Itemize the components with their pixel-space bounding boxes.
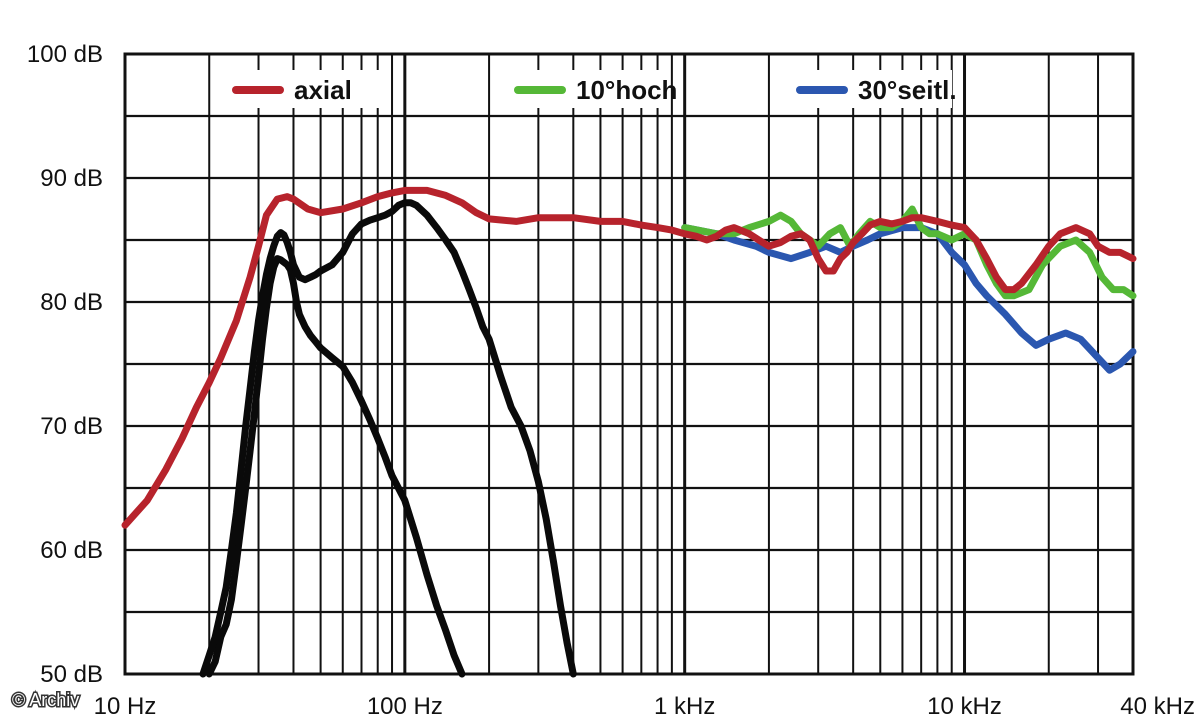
legend-item: 10°hoch (512, 70, 677, 108)
x-tick-label: 10 kHz (927, 693, 1002, 720)
y-tick-label: 60 dB (40, 537, 103, 564)
x-tick-label: 40 kHz (1120, 693, 1195, 720)
x-tick-label: 100 Hz (367, 693, 443, 720)
y-tick-label: 90 dB (40, 165, 103, 192)
legend-item: axial (230, 70, 388, 108)
y-axis-ticks: 100 dB 90 dB 80 dB 70 dB 60 dB 50 dB (27, 41, 103, 688)
legend-label: 10°hoch (576, 75, 677, 105)
series-line-axial (121, 186, 1137, 529)
legend-label: axial (294, 75, 352, 105)
x-tick-label: 10 Hz (94, 693, 157, 720)
legend: axial 10°hoch 30°seitl. (230, 70, 957, 108)
series-layer (121, 186, 1137, 678)
credit-text: © Archiv (12, 690, 79, 710)
series-line-unlabeled-4 (199, 199, 577, 678)
series-line-unlabeled-3 (205, 255, 466, 678)
x-axis-ticks: 10 Hz 100 Hz 1 kHz 10 kHz 40 kHz (94, 693, 1195, 720)
grid (123, 52, 1135, 676)
y-tick-label: 70 dB (40, 413, 103, 440)
legend-label: 30°seitl. (858, 75, 957, 105)
y-tick-label: 100 dB (27, 41, 103, 68)
y-tick-label: 50 dB (40, 661, 103, 688)
credit-watermark: © Archiv (11, 689, 81, 712)
legend-item: 30°seitl. (794, 70, 957, 108)
x-tick-label: 1 kHz (654, 693, 715, 720)
y-tick-label: 80 dB (40, 289, 103, 316)
